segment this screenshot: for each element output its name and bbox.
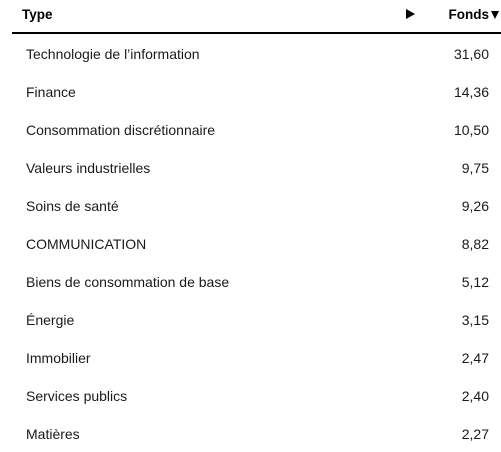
table-row: Technologie de l’information 31,60 xyxy=(12,34,501,72)
column-header-fonds[interactable]: Fonds xyxy=(448,7,499,22)
table-header: Type Fonds xyxy=(12,0,501,34)
row-label: Énergie xyxy=(26,312,75,328)
column-header-type[interactable]: Type xyxy=(22,7,53,22)
sector-allocation-table: Type Fonds Technologie de l’information 3… xyxy=(12,0,501,452)
row-value: 10,50 xyxy=(453,122,489,138)
table-row: Services publics 2,40 xyxy=(12,376,501,414)
row-label: Soins de santé xyxy=(26,198,119,214)
row-label: Valeurs industrielles xyxy=(26,160,151,176)
row-label: Services publics xyxy=(26,388,128,404)
row-value: 9,75 xyxy=(461,160,489,176)
row-label: Immobilier xyxy=(26,350,91,366)
row-value: 5,12 xyxy=(461,274,489,290)
table-row: Matières 2,27 xyxy=(12,414,501,452)
row-value: 2,40 xyxy=(461,388,489,404)
table-row: Énergie 3,15 xyxy=(12,300,501,338)
row-label: Biens de consommation de base xyxy=(26,274,230,290)
table-row: Consommation discrétionnaire 10,50 xyxy=(12,110,501,148)
table-row: Valeurs industrielles 9,75 xyxy=(12,148,501,186)
row-label: COMMUNICATION xyxy=(26,236,147,252)
table-row: Biens de consommation de base 5,12 xyxy=(12,262,501,300)
table-row: Soins de santé 9,26 xyxy=(12,186,501,224)
row-value: 31,60 xyxy=(453,46,489,62)
row-value: 3,15 xyxy=(461,312,489,328)
row-label: Matières xyxy=(26,426,80,442)
column-header-fonds-label[interactable]: Fonds xyxy=(448,7,490,22)
row-label: Finance xyxy=(26,84,76,100)
row-label: Technologie de l’information xyxy=(26,46,200,62)
play-arrow-icon[interactable] xyxy=(406,9,415,19)
table-row: Immobilier 2,47 xyxy=(12,338,501,376)
row-value: 9,26 xyxy=(461,198,489,214)
row-value: 2,27 xyxy=(461,426,489,442)
row-value: 2,47 xyxy=(461,350,489,366)
sort-descending-icon[interactable] xyxy=(491,11,499,19)
table-row: Finance 14,36 xyxy=(12,72,501,110)
table-body: Technologie de l’information 31,60 Finance… xyxy=(12,34,501,452)
row-value: 8,82 xyxy=(461,236,489,252)
table-row: COMMUNICATION 8,82 xyxy=(12,224,501,262)
row-value: 14,36 xyxy=(453,84,489,100)
row-label: Consommation discrétionnaire xyxy=(26,122,216,138)
